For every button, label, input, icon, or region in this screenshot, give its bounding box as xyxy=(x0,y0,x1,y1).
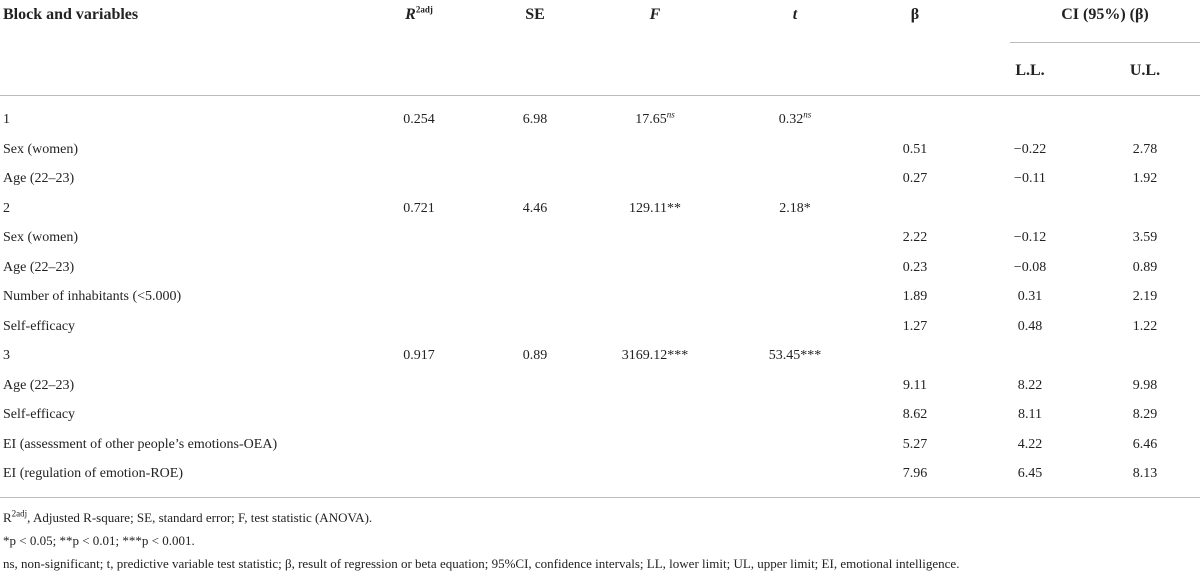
header-rule xyxy=(0,95,1200,96)
header-beta: β xyxy=(910,6,920,23)
beta-value: 0.23 xyxy=(902,259,928,275)
beta-value: 9.11 xyxy=(903,377,927,393)
se-value: 4.46 xyxy=(522,200,548,216)
header-ll: L.L. xyxy=(1015,62,1045,79)
r2adj-value: 0.254 xyxy=(403,112,435,127)
header-r2adj-sup: 2adj xyxy=(415,4,433,15)
beta-value: 1.27 xyxy=(902,318,928,334)
header-f: F xyxy=(649,6,661,23)
footnote-sup: 2adj xyxy=(11,508,28,519)
t-value: 2.18* xyxy=(779,200,811,216)
beta-value: 5.27 xyxy=(902,436,928,452)
beta-value: 8.62 xyxy=(902,407,928,422)
ul-value: 8.29 xyxy=(1132,407,1158,422)
ll-value: 8.11 xyxy=(1018,407,1042,422)
ll-value: −0.12 xyxy=(1013,230,1047,245)
header-r2adj-main: R xyxy=(405,6,416,23)
ll-value: 0.48 xyxy=(1017,318,1043,334)
ll-value: −0.22 xyxy=(1013,141,1047,157)
footnote: ns, non-significant; t, predictive varia… xyxy=(3,556,960,571)
t-value-main: 0.32 xyxy=(778,112,804,127)
ci-rule xyxy=(1010,42,1200,43)
footnote: *p < 0.05; **p < 0.01; ***p < 0.001. xyxy=(3,533,195,548)
ul-value: 3.59 xyxy=(1132,230,1158,245)
f-value-sup: ns xyxy=(666,109,675,120)
ll-value: 4.22 xyxy=(1017,436,1043,452)
se-value: 0.89 xyxy=(522,348,548,363)
ll-value: −0.11 xyxy=(1014,171,1046,186)
row-label: Self-efficacy xyxy=(3,407,76,422)
bottom-rule xyxy=(0,497,1200,498)
row-label: EI (regulation of emotion-ROE) xyxy=(3,466,184,481)
r2adj-value: 0.721 xyxy=(403,200,435,216)
beta-value: 2.22 xyxy=(902,230,928,245)
footnote-text: , Adjusted R-square; SE, standard error;… xyxy=(27,510,373,525)
f-value: 17.65ns xyxy=(585,109,725,129)
ul-value: 2.78 xyxy=(1132,141,1158,157)
row-label: Age (22–23) xyxy=(3,259,75,275)
f-value: 3169.12*** xyxy=(621,348,689,363)
row-label: Sex (women) xyxy=(3,141,79,157)
header-r2adj: R2adj xyxy=(359,4,479,24)
beta-value: 7.96 xyxy=(902,466,928,481)
beta-value: 0.27 xyxy=(902,171,928,186)
ll-value: −0.08 xyxy=(1013,259,1047,275)
t-value: 0.32ns xyxy=(725,109,865,129)
ul-value: 1.92 xyxy=(1132,171,1158,186)
f-value-main: 17.65 xyxy=(635,112,667,127)
ll-value: 6.45 xyxy=(1017,466,1043,481)
r2adj-value: 0.917 xyxy=(403,348,435,363)
header-t: t xyxy=(792,6,798,23)
ul-value: 9.98 xyxy=(1132,377,1158,393)
t-value-sup: ns xyxy=(803,109,812,120)
row-label: Sex (women) xyxy=(3,230,79,245)
header-ci: CI (95%) (β) xyxy=(1061,6,1149,23)
ul-value: 0.89 xyxy=(1132,259,1158,275)
se-value: 6.98 xyxy=(522,112,548,127)
beta-value: 1.89 xyxy=(902,289,928,304)
row-label: 3 xyxy=(3,348,10,363)
ll-value: 8.22 xyxy=(1017,377,1043,393)
ul-value: 8.13 xyxy=(1132,466,1158,481)
header-label: Block and variables xyxy=(3,6,139,23)
header-ul: U.L. xyxy=(1129,62,1161,79)
ll-value: 0.31 xyxy=(1017,289,1043,304)
beta-value: 0.51 xyxy=(902,141,928,157)
header-se: SE xyxy=(525,6,545,23)
row-label: Self-efficacy xyxy=(3,318,76,334)
row-label: Age (22–23) xyxy=(3,171,75,186)
ul-value: 1.22 xyxy=(1132,318,1158,334)
footnote: R2adj, Adjusted R-square; SE, standard e… xyxy=(3,508,373,526)
t-value: 53.45*** xyxy=(768,348,822,363)
ul-value: 6.46 xyxy=(1132,436,1158,452)
ul-value: 2.19 xyxy=(1132,289,1158,304)
row-label: Age (22–23) xyxy=(3,377,75,393)
row-label: EI (assessment of other people’s emotion… xyxy=(3,436,278,452)
footnote-main: R xyxy=(3,510,12,525)
f-value: 129.11** xyxy=(629,200,681,216)
row-label: 1 xyxy=(3,112,10,127)
row-label: Number of inhabitants (<5.000) xyxy=(3,289,182,304)
row-label: 2 xyxy=(3,200,10,216)
